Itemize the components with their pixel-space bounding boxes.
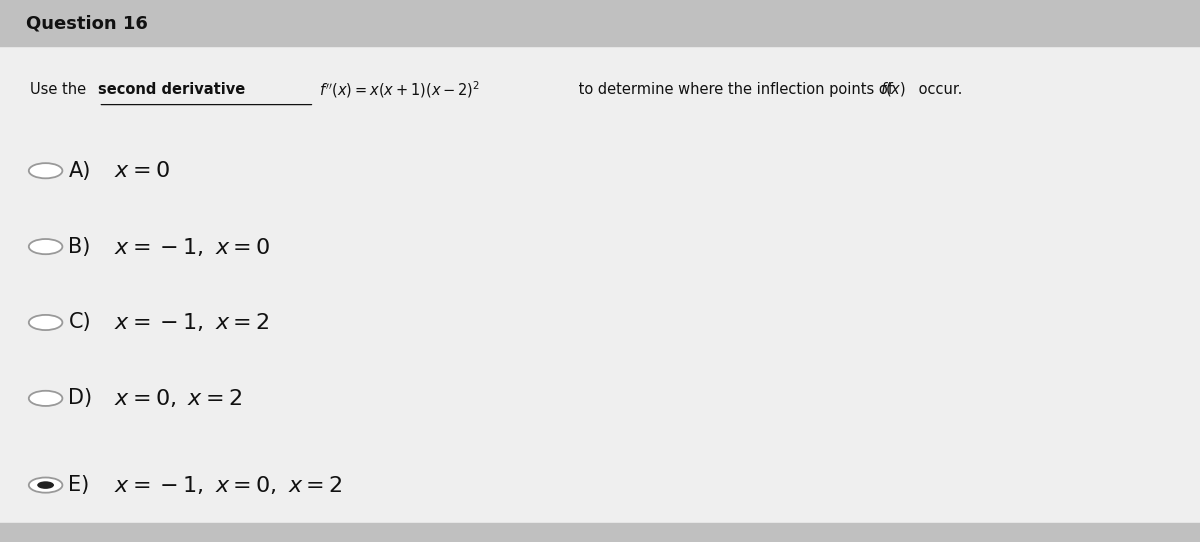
- Circle shape: [37, 481, 54, 489]
- Text: second derivative: second derivative: [98, 82, 246, 97]
- Text: $x = 0 ,\ x = 2$: $x = 0 ,\ x = 2$: [114, 388, 242, 409]
- FancyBboxPatch shape: [0, 0, 1200, 46]
- Text: occur.: occur.: [914, 82, 962, 97]
- Text: C): C): [68, 313, 91, 332]
- Text: $f(x)$: $f(x)$: [880, 80, 906, 99]
- FancyBboxPatch shape: [0, 523, 1200, 542]
- Text: $x = 0$: $x = 0$: [114, 161, 170, 180]
- Circle shape: [29, 163, 62, 178]
- Text: $x = -1 ,\ x = 2$: $x = -1 ,\ x = 2$: [114, 312, 270, 333]
- Text: D): D): [68, 389, 92, 408]
- Circle shape: [29, 478, 62, 493]
- Text: $x = -1 ,\ x = 0$: $x = -1 ,\ x = 0$: [114, 236, 270, 257]
- Text: $f''(x) = x(x+1)(x-2)^2$: $f''(x) = x(x+1)(x-2)^2$: [319, 79, 480, 100]
- Circle shape: [29, 239, 62, 254]
- Text: A): A): [68, 161, 91, 180]
- Text: E): E): [68, 475, 90, 495]
- Text: to determine where the inflection points of: to determine where the inflection points…: [574, 82, 898, 97]
- Circle shape: [29, 391, 62, 406]
- Text: $x = -1 ,\ x = 0 ,\ x = 2$: $x = -1 ,\ x = 0 ,\ x = 2$: [114, 474, 343, 496]
- Text: Use the: Use the: [30, 82, 91, 97]
- Circle shape: [29, 315, 62, 330]
- Text: Question 16: Question 16: [26, 14, 149, 33]
- Text: B): B): [68, 237, 91, 256]
